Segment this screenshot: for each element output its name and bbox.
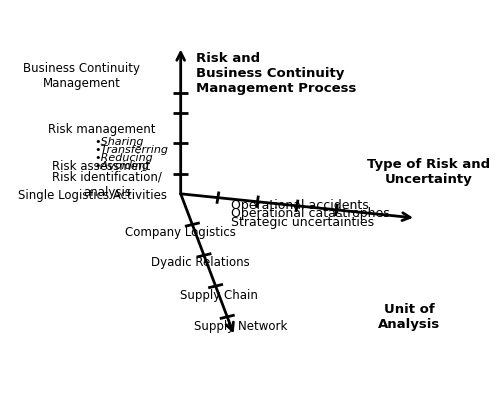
Text: Unit of
Analysis: Unit of Analysis: [378, 303, 440, 331]
Text: Type of Risk and
Uncertainty: Type of Risk and Uncertainty: [367, 158, 490, 186]
Text: Operational catastrophes: Operational catastrophes: [231, 207, 390, 220]
Text: Single Logistics Activities: Single Logistics Activities: [18, 190, 167, 202]
Text: Risk identification/
analysis: Risk identification/ analysis: [52, 171, 162, 199]
Text: Business Continuity
Management: Business Continuity Management: [24, 61, 140, 89]
Text: •Avoiding: •Avoiding: [94, 162, 150, 172]
Text: •Sharing: •Sharing: [94, 136, 144, 146]
Text: Risk assessment: Risk assessment: [52, 160, 150, 173]
Text: •Reducing: •Reducing: [94, 153, 153, 163]
Text: Supply Chain: Supply Chain: [180, 289, 258, 302]
Text: Supply Network: Supply Network: [194, 320, 288, 333]
Text: •Transferring: •Transferring: [94, 145, 168, 155]
Text: Strategic uncertainties: Strategic uncertainties: [231, 216, 374, 229]
Text: Operational accidents: Operational accidents: [231, 199, 369, 212]
Text: Risk and
Business Continuity
Management Process: Risk and Business Continuity Management …: [196, 53, 356, 95]
Text: Risk management: Risk management: [48, 123, 155, 136]
Text: Company Logistics: Company Logistics: [125, 226, 236, 239]
Text: Dyadic Relations: Dyadic Relations: [150, 257, 250, 269]
